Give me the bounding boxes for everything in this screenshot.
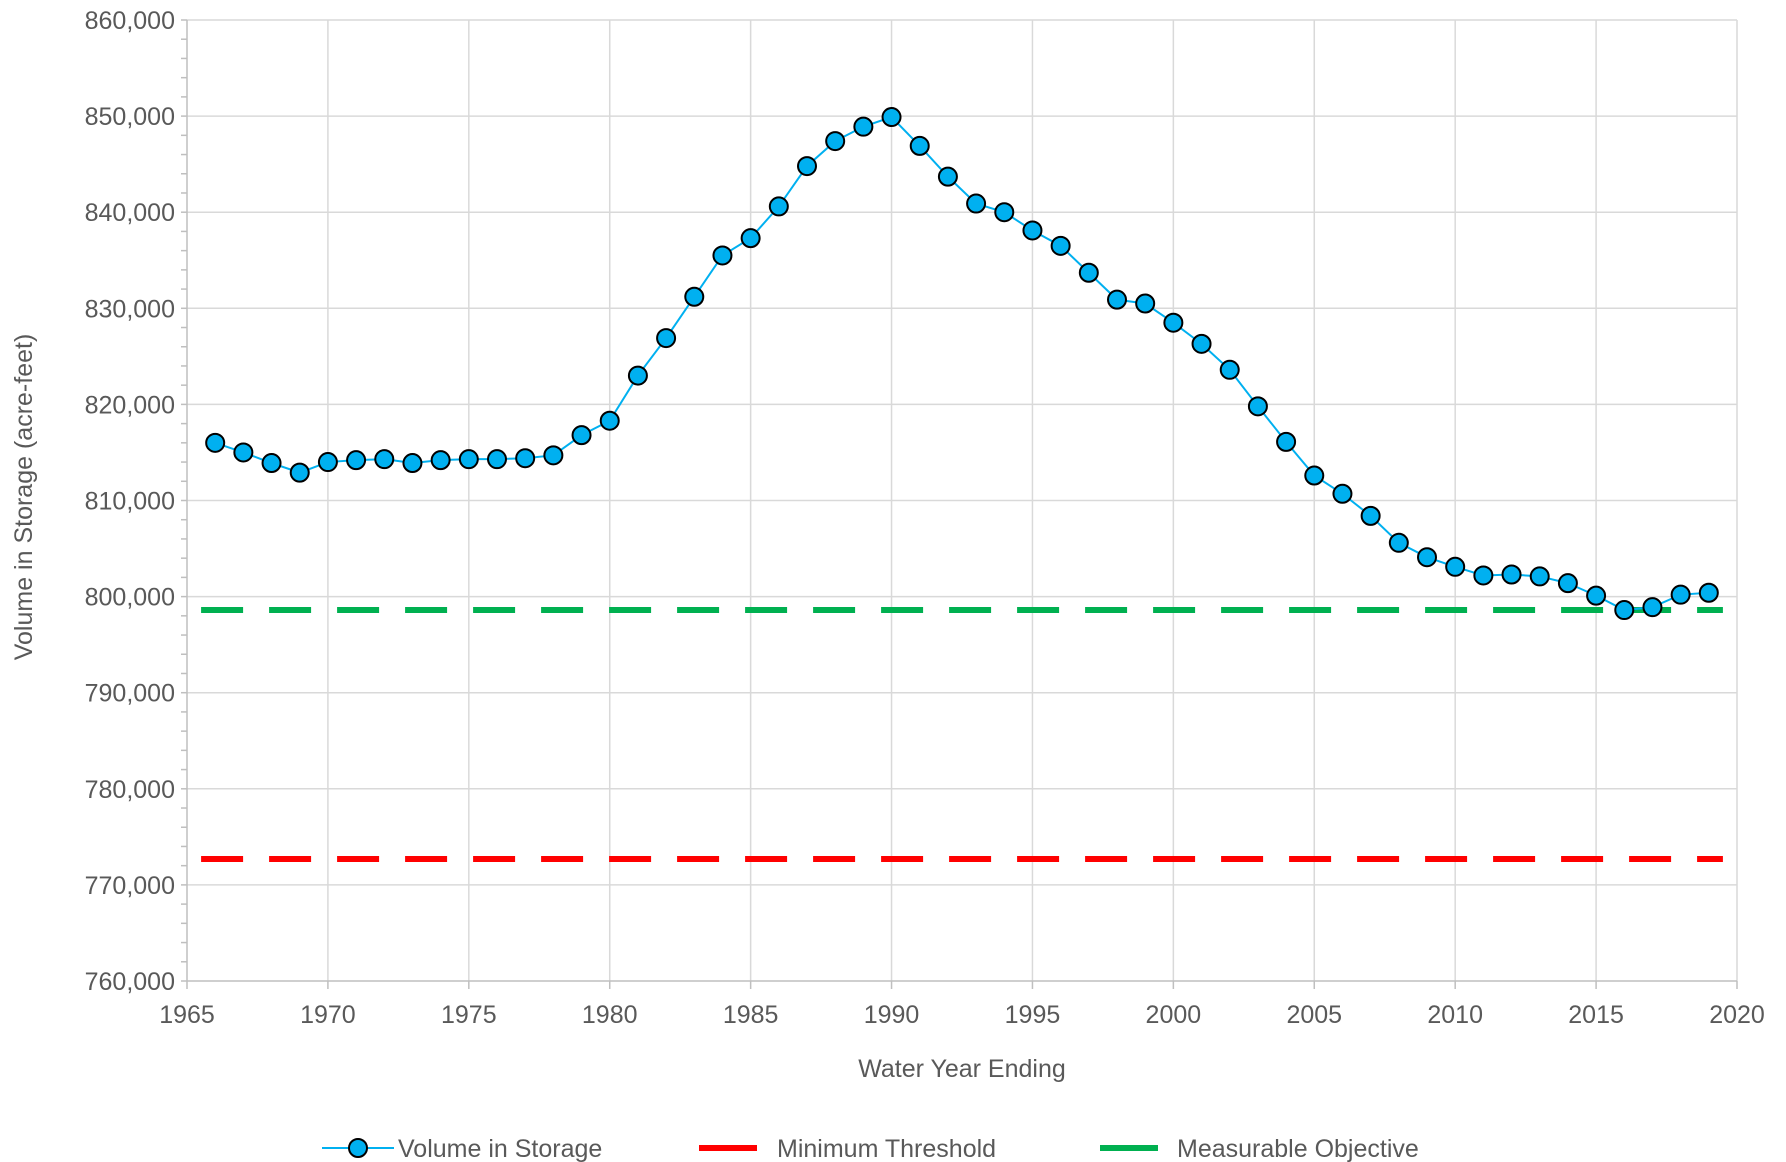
volume-data-point bbox=[1276, 431, 1297, 452]
volume-data-point bbox=[740, 228, 761, 249]
volume-data-point bbox=[543, 445, 564, 466]
volume-data-point bbox=[515, 448, 536, 469]
volume-data-point bbox=[1529, 566, 1550, 587]
x-tick-label: 2020 bbox=[1709, 1001, 1765, 1029]
x-tick-label: 1995 bbox=[1005, 1001, 1061, 1029]
x-tick-label: 2000 bbox=[1146, 1001, 1202, 1029]
x-tick-label: 1980 bbox=[582, 1001, 638, 1029]
x-tick-label: 1965 bbox=[159, 1001, 215, 1029]
legend-item-volume: Volume in Storage bbox=[322, 1135, 602, 1162]
volume-data-point bbox=[853, 116, 874, 137]
volume-data-point bbox=[599, 410, 620, 431]
series-volume-points bbox=[205, 107, 1719, 621]
volume-data-point bbox=[1501, 564, 1522, 585]
y-tick-label: 840,000 bbox=[85, 199, 175, 227]
volume-data-point bbox=[317, 452, 338, 473]
x-tick-labels: 1965 1970 1975 1980 1985 1990 1995 2000 2005 2010… bbox=[159, 1001, 1765, 1029]
x-tick-label: 2005 bbox=[1286, 1001, 1342, 1029]
volume-data-point bbox=[1670, 584, 1691, 605]
volume-data-point bbox=[712, 245, 733, 266]
x-axis-title: Water Year Ending bbox=[858, 1055, 1066, 1083]
volume-data-point bbox=[1163, 312, 1184, 333]
volume-data-point bbox=[1388, 532, 1409, 553]
legend-item-minimum-threshold: Minimum Threshold bbox=[699, 1135, 996, 1162]
volume-data-point bbox=[797, 156, 817, 177]
volume-data-point bbox=[768, 196, 789, 217]
volume-data-point bbox=[1586, 585, 1607, 606]
legend: Volume in Storage Minimum Threshold Meas… bbox=[322, 1135, 1419, 1162]
volume-data-point bbox=[1247, 396, 1268, 417]
volume-data-point bbox=[1360, 505, 1381, 526]
volume-data-point bbox=[487, 449, 507, 470]
volume-data-point bbox=[1614, 600, 1635, 621]
x-tick-label: 2015 bbox=[1568, 1001, 1624, 1029]
x-tick-label: 1970 bbox=[300, 1001, 356, 1029]
volume-data-point bbox=[346, 450, 367, 471]
reference-lines bbox=[201, 607, 1723, 862]
x-tick-label: 1975 bbox=[441, 1001, 497, 1029]
legend-volume-marker-swatch bbox=[348, 1138, 368, 1158]
volume-data-point bbox=[1022, 220, 1043, 241]
volume-data-point bbox=[261, 453, 282, 474]
volume-data-point bbox=[1417, 547, 1437, 568]
volume-data-point bbox=[1107, 289, 1127, 310]
volume-data-point bbox=[937, 166, 958, 187]
legend-label-minimum-threshold: Minimum Threshold bbox=[777, 1135, 996, 1162]
y-tick-label: 830,000 bbox=[85, 295, 175, 323]
volume-series-line bbox=[214, 115, 1709, 612]
volume-data-point bbox=[402, 453, 423, 474]
volume-data-point bbox=[1050, 235, 1071, 256]
volume-data-point bbox=[909, 135, 930, 156]
volume-data-point bbox=[966, 193, 987, 214]
volume-data-point bbox=[233, 442, 254, 463]
volume-data-point bbox=[205, 432, 226, 453]
volume-data-point bbox=[1135, 293, 1156, 314]
volume-data-point bbox=[1219, 359, 1240, 380]
legend-label-measurable-objective: Measurable Objective bbox=[1177, 1135, 1419, 1162]
volume-data-point bbox=[627, 365, 648, 386]
volume-data-point bbox=[1642, 597, 1663, 618]
volume-data-point bbox=[1332, 483, 1353, 504]
volume-data-point bbox=[825, 131, 846, 152]
grid bbox=[187, 19, 1738, 981]
volume-data-point bbox=[1557, 573, 1578, 594]
volume-data-point bbox=[571, 425, 592, 446]
y-tick-label: 790,000 bbox=[85, 680, 175, 708]
series-volume-line bbox=[214, 115, 1709, 612]
volume-data-point bbox=[1191, 333, 1212, 354]
y-tick-label: 820,000 bbox=[85, 391, 175, 419]
volume-data-point bbox=[881, 107, 902, 128]
y-tick-label: 860,000 bbox=[85, 7, 175, 35]
y-tick-label: 770,000 bbox=[85, 872, 175, 900]
volume-data-point bbox=[684, 286, 705, 307]
y-tick-labels: 760,000 770,000 780,000 790,000 800,000 810,0… bbox=[85, 7, 175, 996]
y-tick-label: 850,000 bbox=[85, 103, 175, 131]
volume-data-point bbox=[458, 449, 479, 470]
volume-data-point bbox=[1445, 556, 1466, 577]
x-tick-label: 1990 bbox=[864, 1001, 920, 1029]
y-tick-label: 810,000 bbox=[85, 488, 175, 516]
x-tick-label: 1985 bbox=[723, 1001, 779, 1029]
y-tick-label: 760,000 bbox=[85, 968, 175, 996]
y-tick-label: 780,000 bbox=[85, 776, 175, 804]
legend-item-measurable-objective: Measurable Objective bbox=[1100, 1135, 1419, 1162]
legend-label-volume: Volume in Storage bbox=[398, 1135, 602, 1162]
volume-data-point bbox=[994, 202, 1015, 223]
volume-data-point bbox=[1698, 582, 1719, 603]
x-tick-label: 2010 bbox=[1427, 1001, 1483, 1029]
volume-data-point bbox=[289, 462, 310, 483]
y-tick-label: 800,000 bbox=[85, 584, 175, 612]
volume-data-point bbox=[374, 449, 395, 470]
volume-data-point bbox=[430, 450, 451, 471]
volume-data-point bbox=[1473, 565, 1494, 586]
volume-data-point bbox=[1304, 465, 1325, 486]
y-axis-title: Volume in Storage (acre-feet) bbox=[10, 334, 38, 661]
volume-data-point bbox=[1078, 262, 1099, 283]
volume-data-point bbox=[656, 328, 677, 349]
axes bbox=[181, 19, 1738, 989]
